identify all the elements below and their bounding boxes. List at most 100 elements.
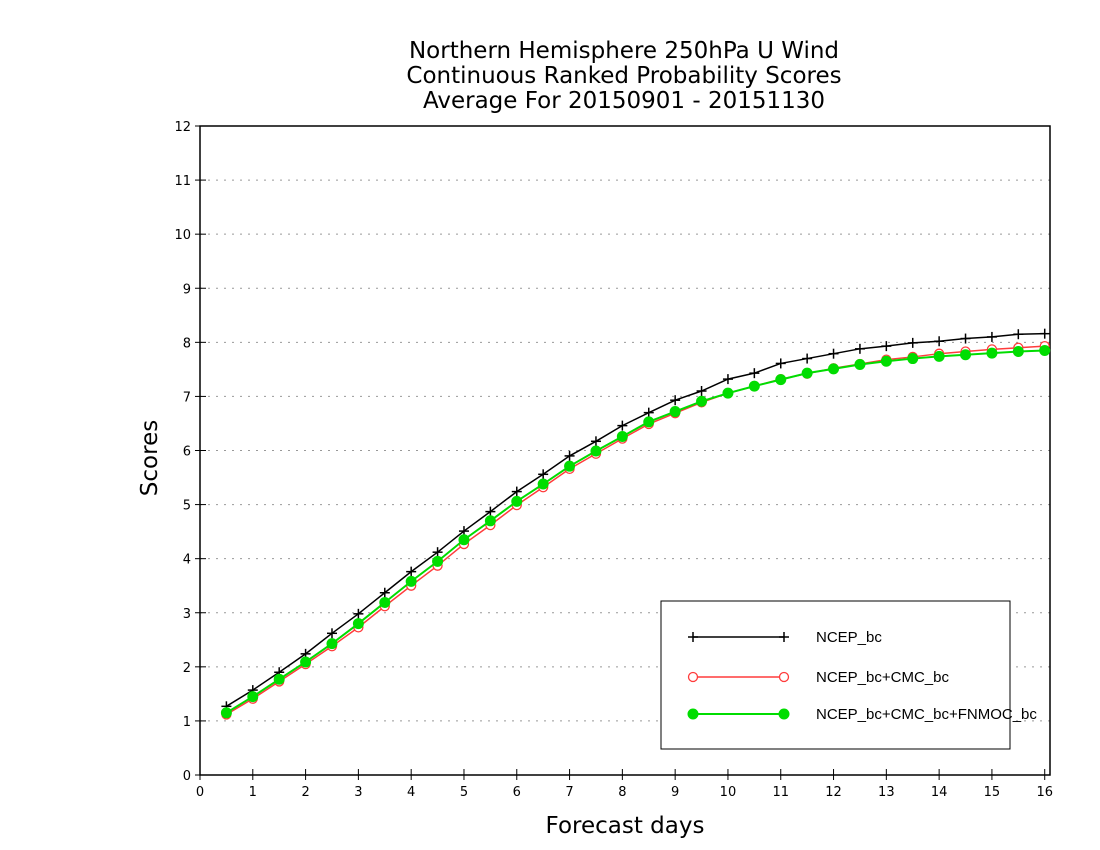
data-point (326, 628, 337, 639)
y-tick-label: 7 (183, 390, 191, 405)
y-tick-label: 3 (183, 607, 191, 622)
legend-entry-2: NCEP_bc+CMC_bc (687, 669, 949, 686)
x-tick-label: 8 (618, 785, 626, 800)
data-point (749, 368, 760, 379)
x-tick-label: 12 (825, 785, 842, 800)
data-point (669, 406, 681, 418)
x-tick-label: 3 (354, 785, 362, 800)
data-point (778, 708, 790, 720)
x-tick-label: 5 (460, 785, 468, 800)
data-point (537, 478, 549, 490)
data-point (511, 495, 523, 507)
legend-label: NCEP_bc+CMC_bc (816, 669, 949, 686)
y-tick-label: 10 (174, 228, 191, 243)
data-point (405, 575, 417, 587)
data-point (688, 632, 698, 642)
data-point (779, 632, 789, 642)
data-point (300, 656, 312, 668)
data-point (220, 707, 232, 719)
data-point (353, 608, 364, 619)
legend-entry-1: NCEP_bc (688, 629, 882, 646)
data-point (1013, 329, 1024, 340)
data-point (538, 469, 549, 480)
data-point (960, 333, 971, 344)
x-tick-label: 6 (513, 785, 521, 800)
data-point (687, 708, 699, 720)
data-point (432, 547, 443, 558)
legend: NCEP_bc NCEP_bc+CMC_bc NCEP_bc+CMC_bc+FNMO… (660, 600, 1037, 750)
data-point (775, 374, 787, 386)
data-point (406, 566, 417, 577)
data-point (828, 363, 840, 375)
data-point (247, 691, 259, 703)
data-point (722, 387, 734, 399)
series-1 (221, 328, 1050, 712)
series-lines (220, 328, 1051, 720)
x-tick-label: 14 (931, 785, 948, 800)
y-tick-label: 9 (183, 282, 191, 297)
data-point (696, 395, 708, 407)
data-point (1039, 328, 1050, 339)
data-point (643, 407, 654, 418)
data-point (854, 343, 865, 354)
y-tick-label: 1 (183, 715, 191, 730)
data-point (590, 445, 602, 457)
data-point (854, 359, 866, 371)
data-point (934, 336, 945, 347)
data-point (960, 349, 972, 361)
data-point (828, 348, 839, 359)
y-tick-label: 5 (183, 499, 191, 514)
data-point (986, 331, 997, 342)
chart-title-line: Continuous Ranked Probability Scores (406, 63, 841, 89)
data-point (933, 350, 945, 362)
data-point (511, 486, 522, 497)
data-point (907, 337, 918, 348)
data-point (564, 460, 576, 472)
data-point (778, 671, 790, 683)
data-point (484, 515, 496, 527)
x-tick-label: 1 (249, 785, 257, 800)
data-point (432, 555, 444, 567)
x-axis-ticks: 0 1 2 3 4 5 6 7 8 9 10 11 12 13 14 15 16 (196, 769, 1053, 800)
x-tick-label: 9 (671, 785, 679, 800)
x-tick-label: 2 (301, 785, 309, 800)
x-tick-label: 11 (772, 785, 789, 800)
y-axis-title: Scores (137, 420, 163, 496)
x-axis-title: Forecast days (546, 813, 705, 839)
data-point (748, 380, 760, 392)
data-point (616, 430, 628, 442)
data-point (379, 596, 391, 608)
chart-title: Northern Hemisphere 250hPa U WindContinu… (406, 38, 841, 114)
data-point (1039, 344, 1051, 356)
y-tick-label: 0 (183, 769, 191, 784)
legend-entry-3: NCEP_bc+CMC_bc+FNMOC_bc (687, 706, 1037, 723)
data-point (775, 358, 786, 369)
data-point (986, 347, 998, 359)
data-point (590, 436, 601, 447)
series-3 (220, 344, 1051, 719)
x-tick-label: 7 (565, 785, 573, 800)
data-point (352, 618, 364, 630)
chart-title-line: Northern Hemisphere 250hPa U Wind (409, 38, 839, 64)
x-tick-label: 16 (1036, 785, 1053, 800)
data-point (458, 534, 470, 546)
data-point (722, 374, 733, 385)
data-point (326, 638, 338, 650)
legend-label: NCEP_bc (816, 629, 882, 646)
data-point (273, 673, 285, 685)
data-point (687, 671, 699, 683)
x-tick-label: 0 (196, 785, 204, 800)
data-point (802, 353, 813, 364)
legend-label: NCEP_bc+CMC_bc+FNMOC_bc (816, 706, 1037, 723)
chart-title-line: Average For 20150901 - 20151130 (423, 88, 825, 114)
y-tick-label: 2 (183, 661, 191, 676)
y-tick-label: 11 (174, 174, 191, 189)
data-point (670, 395, 681, 406)
data-point (1012, 346, 1024, 358)
y-tick-label: 6 (183, 445, 191, 460)
data-point (881, 341, 892, 352)
y-tick-label: 8 (183, 336, 191, 351)
data-point (485, 506, 496, 517)
